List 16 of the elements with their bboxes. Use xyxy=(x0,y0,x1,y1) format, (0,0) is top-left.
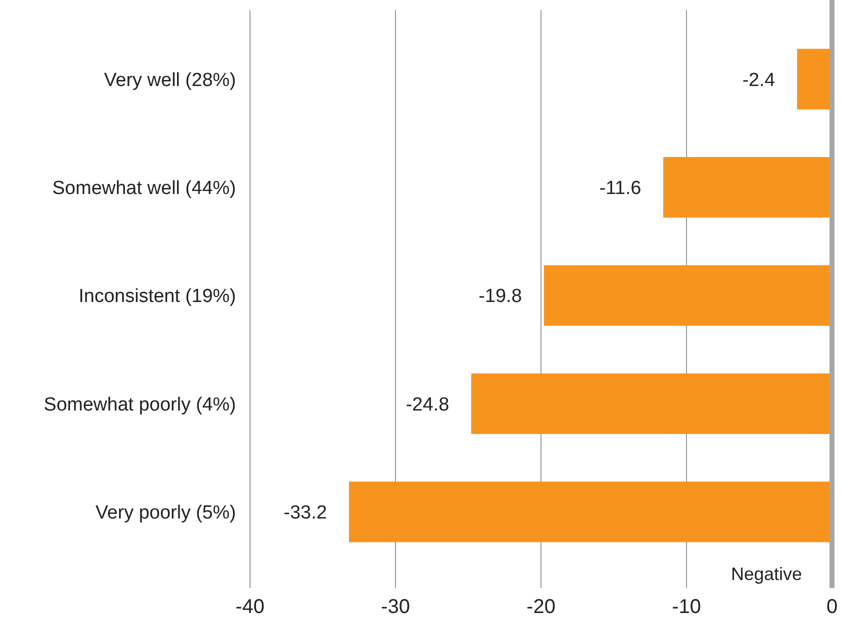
data-label: -11.6 xyxy=(599,178,642,199)
x-tick-label: -40 xyxy=(236,596,264,618)
y-tick-label: Somewhat well (44%) xyxy=(52,178,236,199)
y-tick-label: Somewhat poorly (4%) xyxy=(44,394,236,416)
annotation: Negative xyxy=(730,564,802,584)
data-label: -2.4 xyxy=(742,70,776,91)
x-tick-label: -30 xyxy=(381,596,410,618)
x-tick-label: 0 xyxy=(826,596,838,618)
y-tick-label: Very well (28%) xyxy=(104,70,236,91)
data-label: -33.2 xyxy=(284,502,327,524)
y-tick-label: Very poorly (5%) xyxy=(96,502,236,524)
y-tick-label: Inconsistent (19%) xyxy=(78,286,236,308)
data-label: -19.8 xyxy=(478,286,522,308)
data-label: -24.8 xyxy=(406,394,450,416)
x-tick-label: -10 xyxy=(672,596,701,618)
x-tick-label: -20 xyxy=(526,596,556,618)
